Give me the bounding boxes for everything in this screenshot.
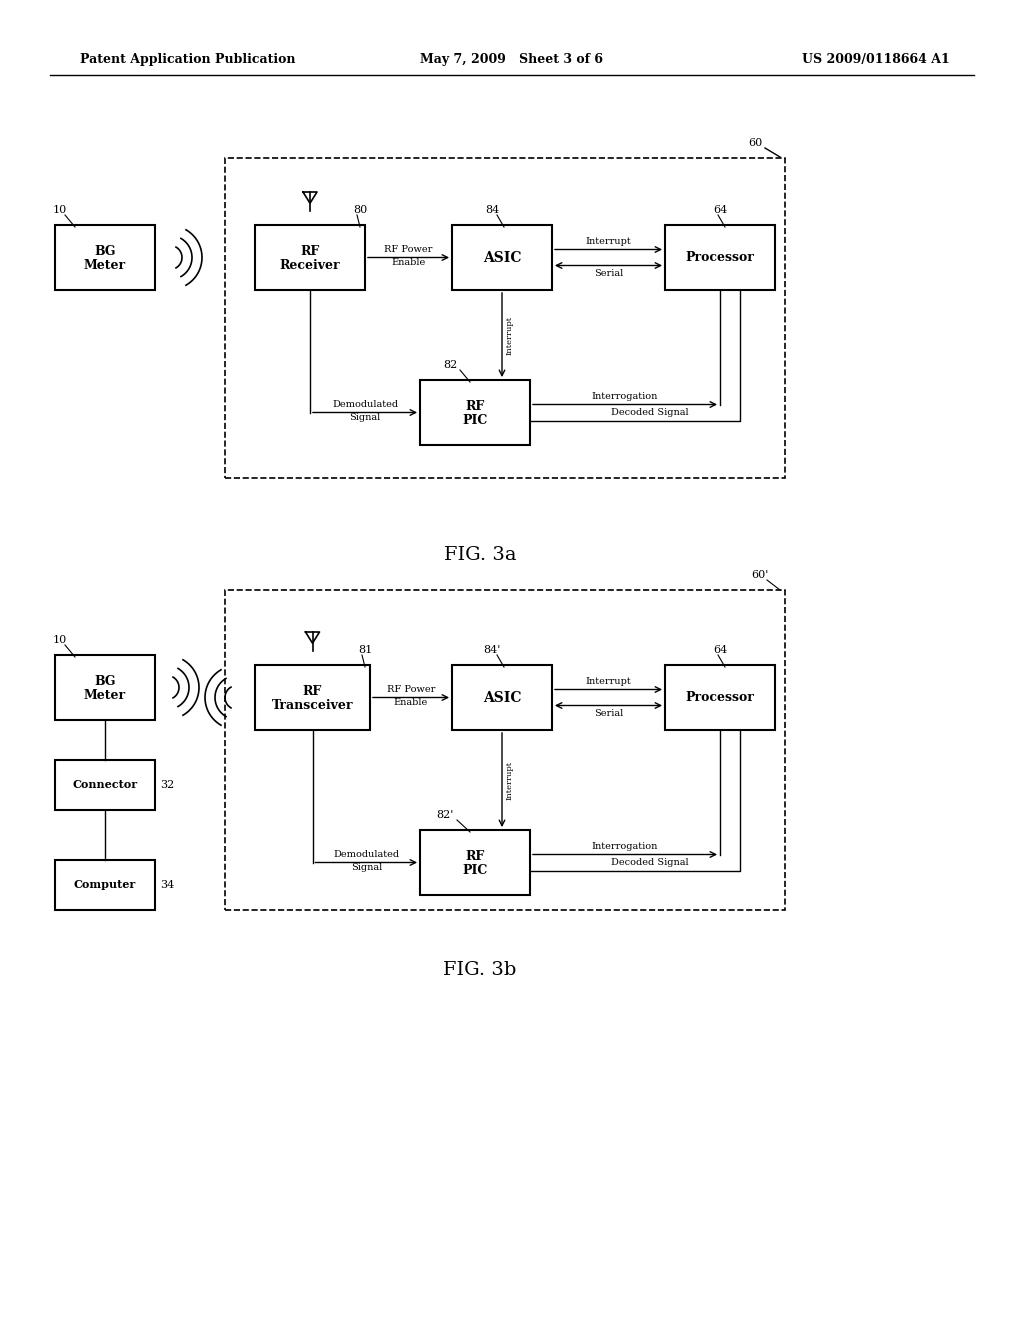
Text: 10: 10 [53,205,68,215]
Text: FIG. 3b: FIG. 3b [443,961,517,979]
Text: BG: BG [94,246,116,257]
Text: Processor: Processor [685,251,755,264]
Bar [420,380,530,445]
Bar [55,760,155,810]
Text: Interrupt: Interrupt [586,677,632,686]
Bar [452,224,552,290]
Text: Processor: Processor [685,690,755,704]
Text: Enable: Enable [391,257,426,267]
Text: Transceiver: Transceiver [271,700,353,711]
Text: Meter: Meter [84,689,126,702]
Bar [665,224,775,290]
Text: 80: 80 [353,205,368,215]
Text: Decoded Signal: Decoded Signal [611,408,689,417]
Text: RF Power: RF Power [384,246,433,253]
Bar [225,590,785,909]
Text: ASIC: ASIC [482,251,521,264]
Text: 32: 32 [160,780,174,789]
Text: Demodulated: Demodulated [332,400,398,409]
Bar [55,861,155,909]
Text: Interrupt: Interrupt [506,315,514,355]
Text: Patent Application Publication: Patent Application Publication [80,54,296,66]
Text: Interrupt: Interrupt [586,238,632,246]
Text: BG: BG [94,675,116,688]
Text: 81: 81 [357,645,372,655]
Text: 84': 84' [483,645,501,655]
Text: Computer: Computer [74,879,136,891]
Text: RF: RF [465,850,484,863]
Text: PIC: PIC [462,414,487,426]
Bar [665,665,775,730]
Text: RF: RF [465,400,484,413]
Text: Serial: Serial [594,269,624,279]
Text: Signal: Signal [349,413,381,422]
Text: 10: 10 [53,635,68,645]
Bar [420,830,530,895]
Text: 60': 60' [752,570,769,579]
Text: ASIC: ASIC [482,690,521,705]
Text: 84: 84 [485,205,499,215]
Text: Signal: Signal [350,863,382,873]
Text: US 2009/0118664 A1: US 2009/0118664 A1 [802,54,950,66]
Text: 60: 60 [748,139,762,148]
Bar [55,655,155,719]
Text: Interrogation: Interrogation [592,842,658,851]
Bar [225,158,785,478]
Bar [452,665,552,730]
Text: May 7, 2009   Sheet 3 of 6: May 7, 2009 Sheet 3 of 6 [421,54,603,66]
Bar [255,665,370,730]
Text: FIG. 3a: FIG. 3a [443,546,516,564]
Text: 64: 64 [713,205,727,215]
Text: 34: 34 [160,880,174,890]
Text: Interrupt: Interrupt [506,760,514,800]
Text: 64: 64 [713,645,727,655]
Bar [55,224,155,290]
Text: Serial: Serial [594,709,624,718]
Text: Demodulated: Demodulated [333,850,399,859]
Text: RF: RF [300,246,319,257]
Text: Connector: Connector [73,780,137,791]
Text: 82': 82' [436,810,454,820]
Text: RF: RF [303,685,323,698]
Text: Interrogation: Interrogation [592,392,658,401]
Text: PIC: PIC [462,865,487,876]
Text: RF Power: RF Power [387,685,435,694]
Text: Enable: Enable [394,698,428,708]
Text: 82: 82 [442,360,457,370]
Text: Receiver: Receiver [280,259,340,272]
Text: Meter: Meter [84,259,126,272]
Bar [255,224,365,290]
Text: Decoded Signal: Decoded Signal [611,858,689,867]
